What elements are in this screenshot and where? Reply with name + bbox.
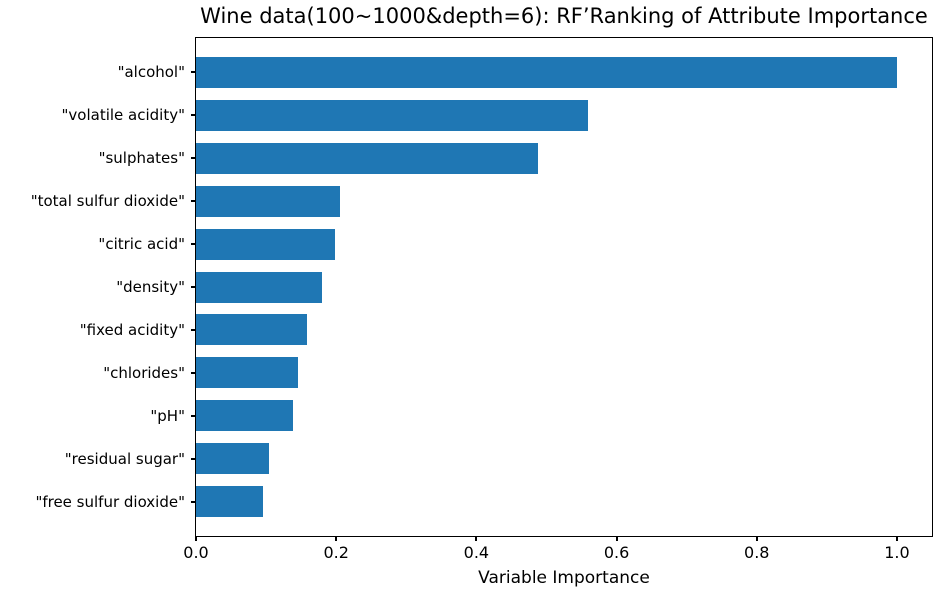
y-tick-label: "free sulfur dioxide" [35,492,185,511]
y-tick-mark [191,457,195,460]
x-tick-mark [475,537,478,541]
y-tick-mark [191,371,195,374]
y-tick-mark [191,114,195,117]
x-tick-label: 0.6 [603,543,630,562]
x-axis-label: Variable Importance [478,568,650,588]
x-tick-mark [195,537,197,541]
plot-area [195,37,933,537]
x-tick-mark [755,537,758,541]
y-tick-label: "alcohol" [117,63,185,82]
y-tick-mark [191,286,195,288]
x-tick-mark [615,537,618,541]
y-tick-label: "density" [116,278,185,296]
bar [196,486,263,518]
y-tick-mark [191,500,195,503]
x-tick-label: 0.0 [183,543,209,562]
bar [196,314,307,346]
y-tick-mark [191,200,195,203]
y-tick-mark [191,328,195,331]
bar [196,99,588,131]
y-tick-label: "citric acid" [98,235,185,254]
x-tick-label: 0.2 [323,543,349,562]
chart-title: Wine data(100~1000&depth=6): RF’Ranking … [200,4,928,28]
y-tick-mark [191,414,195,417]
x-tick-label: 0.4 [463,543,490,562]
bar [196,228,335,260]
y-tick-label: "total sulfur dioxide" [30,192,185,211]
y-tick-mark [191,243,195,246]
y-tick-label: "residual sugar" [64,449,185,468]
x-tick-label: 1.0 [884,543,910,562]
y-tick-mark [191,157,195,160]
bar [196,185,340,217]
y-tick-label: "volatile acidity" [61,106,185,125]
bar [196,271,323,303]
x-tick-mark [335,537,338,541]
bar [196,142,539,174]
y-tick-label: "fixed acidity" [79,320,185,339]
x-tick-label: 0.8 [744,543,770,562]
bar [196,357,299,389]
y-tick-label: "sulphates" [98,149,185,168]
x-tick-mark [895,537,898,541]
bar [196,400,293,432]
bar [196,56,897,88]
bar [196,443,269,475]
y-tick-label: "chlorides" [103,363,185,382]
y-tick-mark [191,71,195,74]
y-tick-label: "pH" [150,406,185,425]
